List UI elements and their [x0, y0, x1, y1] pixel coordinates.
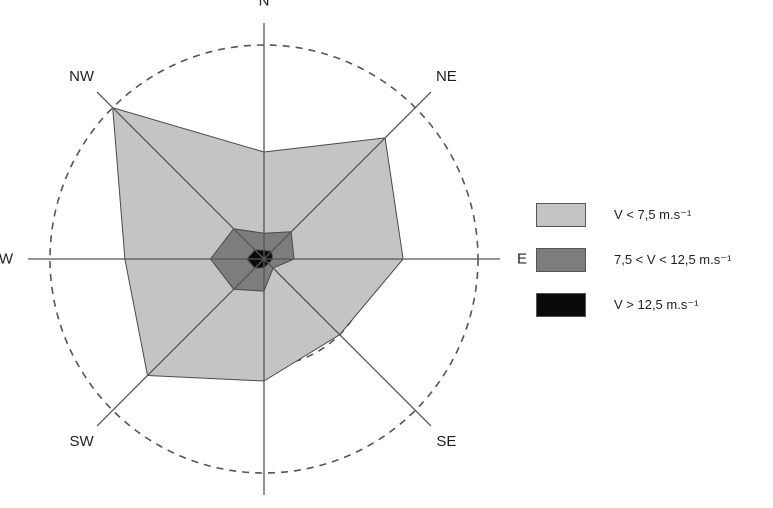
direction-label: E	[517, 251, 527, 268]
legend-label: V < 7,5 m.s⁻¹	[614, 207, 692, 222]
axis-line-sw	[96, 258, 265, 427]
direction-label: W	[0, 251, 14, 268]
direction-labels: NNEESESSWWNW	[0, 0, 527, 450]
legend-swatch	[536, 203, 586, 227]
legend-label: V > 12,5 m.s⁻¹	[614, 297, 699, 312]
axis-line-ne	[263, 91, 432, 260]
legend-swatch	[536, 248, 586, 272]
legend-swatch	[536, 293, 586, 317]
series-polygons	[112, 107, 404, 382]
direction-axes	[28, 23, 500, 495]
direction-label: NW	[69, 68, 95, 85]
legend-item: 7,5 < V < 12,5 m.s⁻¹	[536, 248, 771, 272]
axis-line-se	[263, 258, 432, 427]
legend: V < 7,5 m.s⁻¹ 7,5 < V < 12,5 m.s⁻¹ V > 1…	[536, 203, 771, 338]
legend-item: V < 7,5 m.s⁻¹	[536, 203, 771, 227]
direction-label: SE	[436, 433, 456, 450]
legend-label: 7,5 < V < 12,5 m.s⁻¹	[614, 252, 732, 267]
axis-line-nw	[96, 91, 265, 260]
direction-label: NE	[436, 68, 457, 85]
direction-label: SW	[70, 433, 95, 450]
legend-item: V > 12,5 m.s⁻¹	[536, 293, 771, 317]
direction-label: N	[259, 0, 270, 10]
